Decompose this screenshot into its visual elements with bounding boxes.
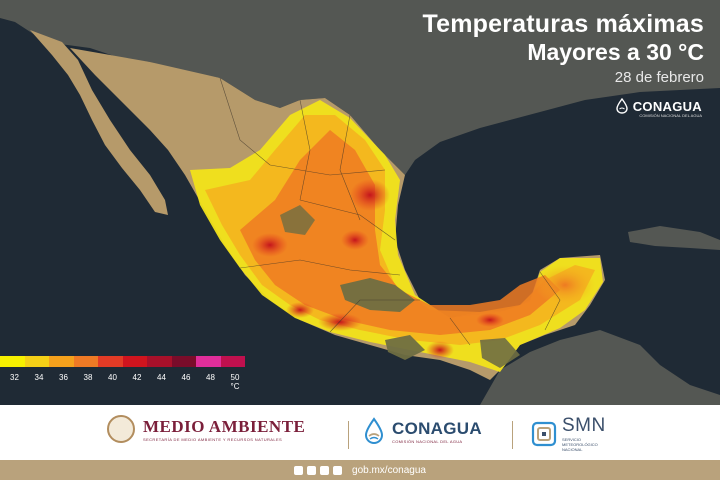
cool-zone-sierra-madre	[280, 205, 315, 235]
temperature-map	[0, 0, 720, 405]
warm-yucatan	[535, 265, 595, 305]
legend-swatch	[73, 356, 98, 367]
legend-ticks: 32 34 36 38 40 42 44 46 48 50 °C	[0, 373, 240, 391]
conagua-footer-subtitle: COMISIÓN NACIONAL DEL AGUA	[392, 438, 463, 444]
hot-spot-tabasco	[476, 313, 504, 327]
smn-subtitle-2: METEOROLÓGICO	[562, 442, 598, 447]
title-block: Temperaturas máximas Mayores a 30 °C 28 …	[423, 10, 704, 86]
legend-swatch	[220, 356, 245, 367]
cool-zone-chiapas	[480, 338, 520, 368]
medio-ambiente-subtitle: SECRETARÍA DE MEDIO AMBIENTE Y RECURSOS …	[143, 436, 283, 442]
hot-spot-sinaloa	[252, 233, 288, 257]
hot-spot-guerrero	[318, 313, 362, 331]
legend-tick-label: 34	[34, 373, 44, 382]
footer-strip	[0, 460, 720, 480]
conagua-footer-name: CONAGUA	[392, 418, 482, 438]
conagua-top-logo: CONAGUA COMISIÓN NACIONAL DEL AGUA	[615, 98, 702, 118]
legend-tick-label: 38	[83, 373, 93, 382]
footer-logos: MEDIO AMBIENTE SECRETARÍA DE MEDIO AMBIE…	[0, 405, 720, 460]
footer-divider	[512, 421, 513, 449]
facebook-icon[interactable]	[294, 465, 304, 475]
smn-subtitle-3: NACIONAL	[562, 447, 583, 452]
hot-spot-coahuila	[350, 179, 390, 211]
temp-zone-dark-orange	[240, 130, 560, 335]
conagua-footer-logo: CONAGUA COMISIÓN NACIONAL DEL AGUA	[362, 417, 482, 445]
medio-ambiente-name: MEDIO AMBIENTE	[143, 416, 306, 436]
legend-tick-label: 36	[59, 373, 68, 382]
legend-tick-label: 50 °C	[230, 373, 240, 391]
smn-spiral-icon	[531, 421, 557, 446]
central-america-land	[480, 330, 720, 405]
legend-tick-label: 32	[10, 373, 19, 382]
conagua-top-name: CONAGUA	[632, 98, 702, 114]
baja-california	[30, 30, 168, 215]
map-panel: Temperaturas máximas Mayores a 30 °C 28 …	[0, 0, 720, 405]
legend-swatch	[49, 356, 74, 367]
map-date: 28 de febrero	[614, 69, 704, 86]
legend-swatch	[122, 356, 147, 367]
hot-spot-oaxaca	[426, 341, 454, 359]
footer-divider	[348, 421, 349, 449]
legend-tick-label: 40	[108, 373, 117, 382]
cool-zone-central-highlands	[340, 278, 415, 312]
hot-spot-michoacan	[286, 302, 314, 318]
conagua-top-subtitle: COMISIÓN NACIONAL DEL AGUA	[639, 113, 702, 118]
legend-swatch	[0, 356, 25, 367]
smn-name: SMN	[562, 415, 606, 436]
temperature-legend: 32 34 36 38 40 42 44 46 48 50 °C	[0, 356, 245, 391]
legend-tick-label: 48	[206, 373, 215, 382]
legend-swatch	[196, 356, 221, 367]
map-subtitle: Mayores a 30 °C	[527, 39, 704, 65]
youtube-icon[interactable]	[333, 465, 343, 475]
website-link[interactable]: gob.mx/conagua	[352, 464, 426, 476]
north-america-land	[0, 0, 720, 175]
smn-logo: SMN SERVICIO METEOROLÓGICO NACIONAL	[530, 415, 606, 452]
hot-spot-tamaulipas	[341, 230, 369, 250]
legend-swatch	[147, 356, 172, 367]
smn-subtitle-1: SERVICIO	[562, 437, 582, 442]
medio-ambiente-logo: MEDIO AMBIENTE SECRETARÍA DE MEDIO AMBIE…	[107, 415, 305, 443]
social-bar: gob.mx/conagua	[0, 460, 720, 480]
map-title: Temperaturas máximas	[422, 10, 704, 38]
state-borders	[219, 77, 561, 346]
legend-tick-label: 42	[132, 373, 142, 382]
mexico-seal-icon	[107, 415, 135, 443]
legend-swatch	[24, 356, 49, 367]
twitter-icon[interactable]	[307, 465, 317, 475]
legend-tick-label: 46	[181, 373, 191, 382]
conagua-drop-icon	[616, 98, 628, 114]
legend-color-bar	[0, 356, 245, 367]
conagua-drop-icon	[364, 417, 384, 445]
legend-swatch	[98, 356, 123, 367]
cuba-land	[628, 226, 720, 250]
legend-tick-label: 44	[157, 373, 166, 382]
cool-zone-oaxaca	[385, 335, 425, 360]
legend-swatch	[171, 356, 196, 367]
instagram-icon[interactable]	[320, 465, 330, 475]
